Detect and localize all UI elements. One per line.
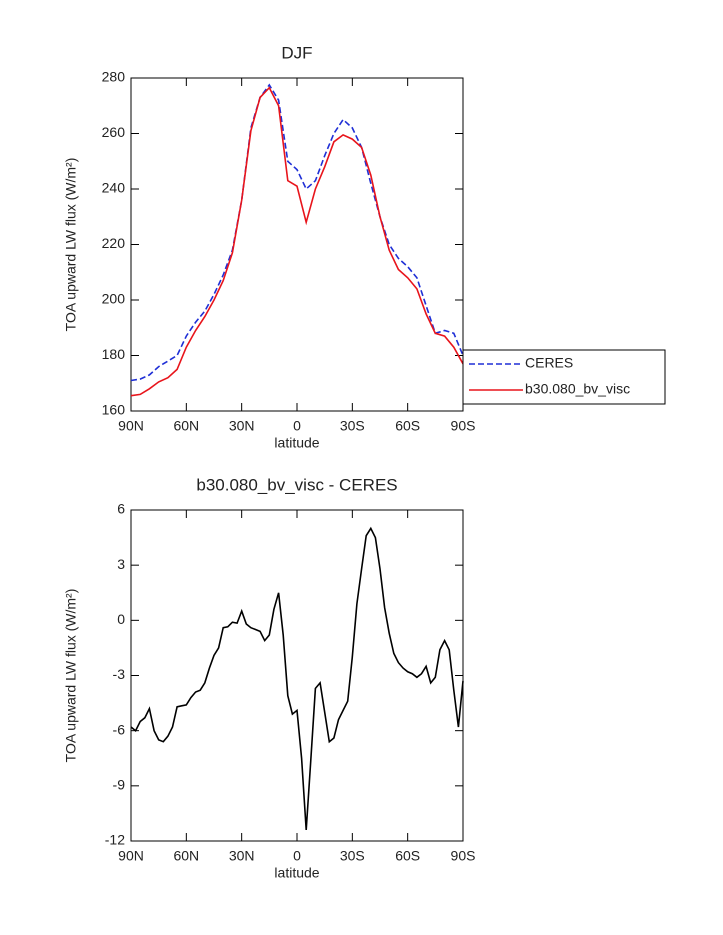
legend-label: CERES (525, 355, 573, 371)
plot-frame (130, 509, 464, 842)
y-tick-label: -12 (105, 832, 125, 848)
y-tick-label: 160 (102, 402, 126, 418)
chart-title: DJF (281, 43, 312, 62)
x-tick-label: 90N (118, 848, 144, 864)
x-tick-label: 30S (340, 848, 365, 864)
x-tick-label: 30N (229, 848, 255, 864)
x-tick-label: 0 (293, 848, 301, 864)
y-tick-label: 260 (102, 124, 126, 140)
x-axis-label: latitude (274, 435, 319, 451)
y-tick-label: -3 (113, 666, 126, 682)
x-tick-label: 30N (229, 418, 255, 434)
y-tick-label: 220 (102, 235, 126, 251)
x-tick-label: 60S (395, 848, 420, 864)
x-tick-label: 0 (293, 418, 301, 434)
data-line (130, 526, 464, 831)
y-tick-label: 180 (102, 346, 126, 362)
y-tick-label: 6 (117, 501, 125, 517)
y-tick-label: 240 (102, 180, 126, 196)
y-tick-label: 280 (102, 69, 126, 85)
x-tick-label: 30S (340, 418, 365, 434)
data-line (130, 83, 464, 382)
data-line (130, 86, 464, 397)
x-tick-label: 60S (395, 418, 420, 434)
x-tick-label: 90S (451, 418, 476, 434)
x-tick-label: 60N (173, 418, 199, 434)
x-tick-label: 90S (451, 848, 476, 864)
chart-title: b30.080_bv_visc - CERES (196, 475, 397, 494)
legend-label: b30.080_bv_visc (525, 381, 630, 397)
y-tick-label: -6 (113, 721, 126, 737)
y-tick-label: 200 (102, 291, 126, 307)
y-axis-label: TOA upward LW flux (W/m²) (63, 158, 79, 332)
y-tick-label: -9 (113, 777, 126, 793)
x-tick-label: 60N (173, 848, 199, 864)
x-tick-label: 90N (118, 418, 144, 434)
y-tick-label: 0 (117, 611, 125, 627)
y-tick-label: 3 (117, 556, 125, 572)
y-axis-label: TOA upward LW flux (W/m²) (63, 589, 79, 763)
legend-box (462, 349, 666, 405)
x-axis-label: latitude (274, 865, 319, 881)
